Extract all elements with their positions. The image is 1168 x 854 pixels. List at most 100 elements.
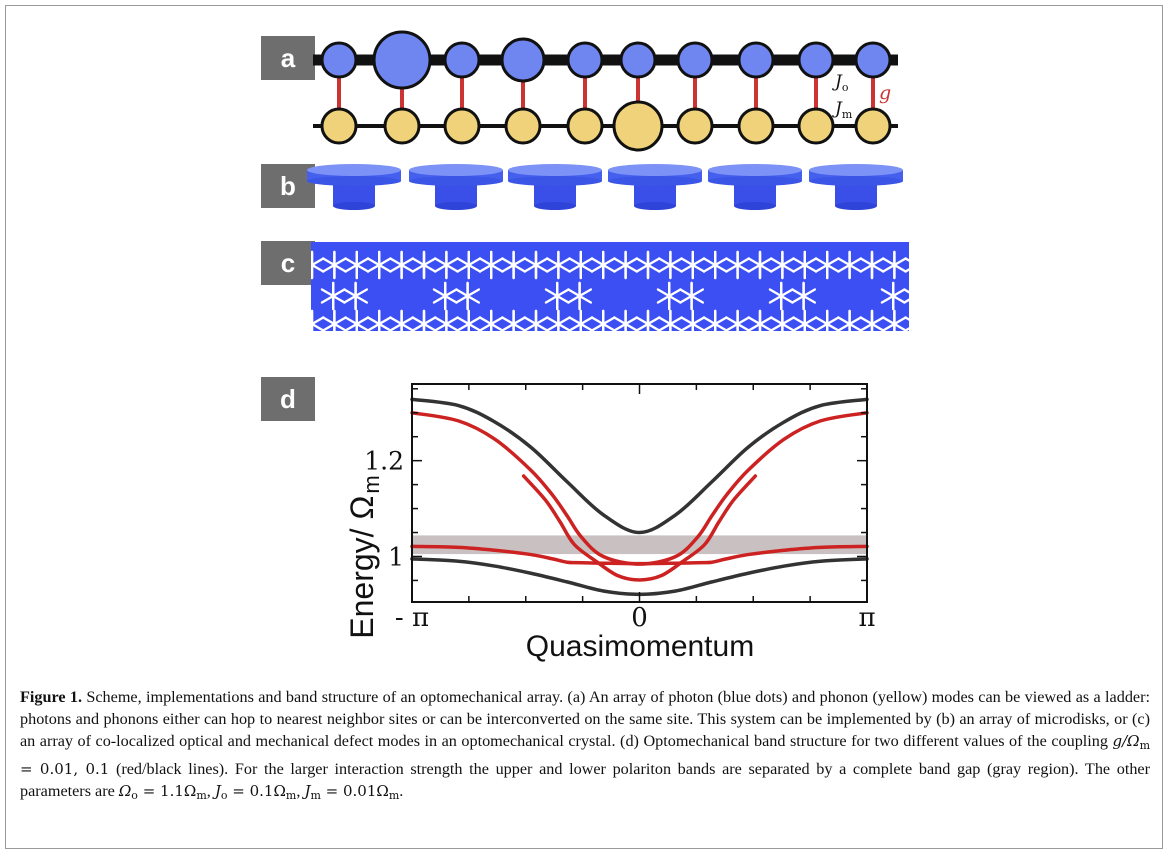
crystal-hole (791, 281, 817, 311)
crystal-hole (657, 250, 683, 280)
photon-mode (372, 30, 432, 90)
crystal-hole (389, 309, 415, 331)
phonon-mode (383, 107, 421, 145)
crystal-hole (837, 250, 863, 280)
crystal-hole (814, 250, 840, 280)
crystal-hole (478, 309, 504, 331)
phonon-mode (566, 107, 604, 145)
crystal-hole (792, 250, 818, 280)
photon-mode (854, 41, 892, 79)
crystal-hole (567, 281, 593, 311)
crystal-hole (859, 250, 885, 280)
crystal-hole (590, 250, 616, 280)
crystal-hole (568, 250, 594, 280)
crystal-hole (613, 309, 639, 331)
caption-math-1: g/Ωm = 0.01, 0.1 (20, 732, 1150, 778)
crystal-hole (657, 309, 683, 331)
crystal-hole (320, 281, 346, 311)
crystal-hole (523, 250, 549, 280)
crystal-hole (344, 309, 370, 331)
band-curve-3 (410, 544, 869, 566)
label-jm: Jm (832, 99, 853, 121)
y-tick-label-1-2: 1.2 (364, 447, 404, 476)
crystal-hole (366, 309, 392, 331)
crystal-hole (389, 250, 415, 280)
photon-mode (619, 41, 657, 79)
caption-text-1: Scheme, implementations and band structu… (20, 688, 1150, 751)
crystal-hole (321, 250, 347, 280)
panel-label-b: b (261, 164, 315, 208)
crystal-hole (344, 250, 370, 280)
figure-frame (5, 5, 1163, 849)
crystal-hole (903, 288, 909, 304)
x-tick-label-zero: 0 (631, 603, 648, 633)
x-axis-label: Quasimomentum (526, 630, 754, 663)
x-tick-label-pi: π (858, 603, 875, 633)
crystal-hole (702, 309, 728, 331)
crystal-slab (311, 242, 909, 331)
caption-math-4: Jm = 0.01Ωm (304, 781, 400, 802)
crystal-hole (680, 309, 706, 331)
crystal-hole (792, 309, 818, 331)
crystal-hole (702, 250, 728, 280)
crystal-hole (769, 250, 795, 280)
crystal-hole (881, 250, 907, 280)
phonon-mode (612, 100, 664, 152)
crystal-hole (747, 309, 773, 331)
band-curve-4 (521, 474, 758, 582)
band-structure-chart: - π 0 π 1 1.2 Energy/ Ωm Quasimomentum (344, 383, 876, 663)
microdisk (608, 164, 702, 210)
ladder-diagram: Jo Jm g (313, 30, 898, 152)
crystal-hole (311, 309, 325, 331)
phonon-mode (320, 107, 358, 145)
crystal-hole (768, 281, 794, 311)
crystal-hole (321, 309, 347, 331)
crystal-hole (837, 309, 863, 331)
crystal-hole (433, 309, 459, 331)
caption-math-3: Jo = 0.1Ωm (214, 781, 297, 802)
x-tick-label-neg-pi: - π (395, 603, 429, 633)
crystal-hole (478, 250, 504, 280)
crystal-hole (545, 309, 571, 331)
panel-label-a: a (261, 36, 315, 80)
microdisk (708, 164, 802, 210)
phonon-mode (797, 107, 835, 145)
y-axis-label: Energy/ Ωm (344, 475, 384, 638)
phonon-mode (443, 107, 481, 145)
photon-mode (676, 41, 714, 79)
crystal-hole (725, 309, 751, 331)
crystal-hole (544, 281, 570, 311)
figure-caption: Figure 1. Scheme, implementations and ba… (20, 686, 1150, 807)
crystal-hole (880, 281, 906, 311)
microdisk (307, 164, 401, 210)
crystal-hole (501, 250, 527, 280)
crystal-hole (568, 309, 594, 331)
label-jo: Jo (832, 72, 849, 94)
crystal-hole (679, 281, 705, 311)
crystal-hole (456, 309, 482, 331)
phonon-mode (676, 107, 714, 145)
photon-mode (443, 41, 481, 79)
crystal-hole (725, 250, 751, 280)
phonon-mode (737, 107, 775, 145)
crystal-hole (613, 250, 639, 280)
crystal-hole (411, 309, 437, 331)
crystal-hole (590, 309, 616, 331)
caption-figure-label: Figure 1. (20, 688, 83, 706)
microdisk (409, 164, 503, 210)
band-curve-0 (410, 397, 869, 535)
crystal-hole (523, 309, 549, 331)
optomechanical-crystal (311, 242, 909, 331)
photon-mode (500, 37, 546, 83)
crystal-hole (411, 250, 437, 280)
crystal-hole (814, 309, 840, 331)
crystal-hole (680, 250, 706, 280)
crystal-hole (656, 281, 682, 311)
crystal-hole (432, 281, 458, 311)
photon-mode (797, 41, 835, 79)
crystal-hole (769, 309, 795, 331)
crystal-hole (635, 309, 661, 331)
caption-text-2: (red/black lines). For the larger intera… (20, 759, 1150, 800)
crystal-hole (366, 250, 392, 280)
photon-mode (566, 41, 604, 79)
